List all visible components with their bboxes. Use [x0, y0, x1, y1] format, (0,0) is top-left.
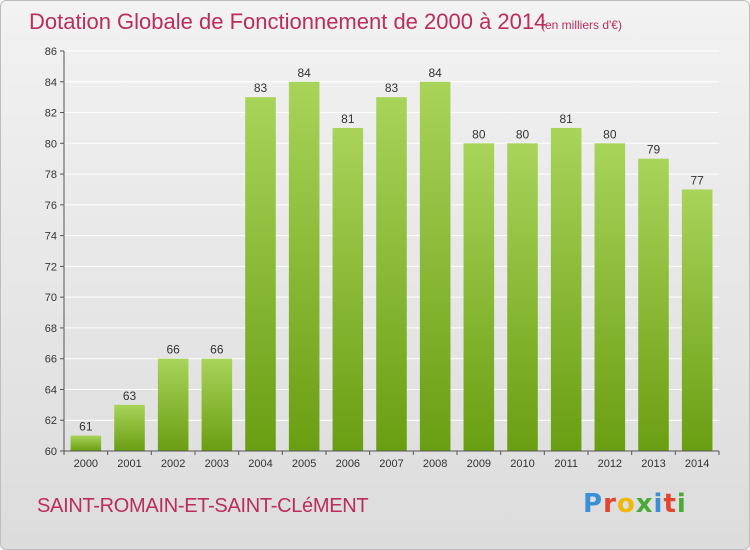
logo-letter: P — [583, 489, 604, 519]
bar — [245, 97, 276, 452]
bar — [550, 127, 582, 451]
bar — [332, 127, 364, 451]
x-tick-label: 2000 — [74, 458, 98, 470]
bar — [157, 358, 189, 451]
y-tick-label: 76 — [45, 200, 57, 212]
bar — [419, 81, 451, 452]
data-label: 77 — [690, 173, 704, 187]
logo-letter: r — [603, 489, 617, 519]
x-tick-label: 2002 — [161, 458, 185, 470]
bar — [114, 404, 145, 451]
x-tick-label: 2008 — [423, 458, 447, 470]
data-label: 84 — [428, 66, 442, 80]
bar — [463, 143, 495, 452]
x-tick-label: 2003 — [205, 458, 229, 470]
data-label: 63 — [123, 389, 137, 403]
y-tick-label: 82 — [45, 108, 57, 120]
x-tick-label: 2009 — [467, 458, 491, 470]
logo-letter: i — [676, 489, 687, 519]
x-tick-label: 2013 — [641, 458, 665, 470]
y-tick-label: 64 — [45, 384, 57, 396]
y-tick-label: 70 — [45, 292, 57, 304]
x-tick-label: 2006 — [336, 458, 360, 470]
logo-letter: i — [653, 489, 664, 519]
y-tick-label: 66 — [45, 354, 57, 366]
data-label: 83 — [254, 81, 268, 95]
bar — [288, 81, 320, 452]
data-label: 81 — [341, 112, 355, 126]
data-label: 84 — [297, 66, 311, 80]
bar — [376, 97, 407, 452]
y-tick-label: 60 — [45, 446, 57, 458]
x-tick-label: 2007 — [379, 458, 403, 470]
data-label: 80 — [603, 127, 617, 141]
bar — [594, 143, 626, 452]
y-tick-label: 80 — [45, 138, 57, 150]
data-label: 83 — [385, 81, 399, 95]
bar — [201, 358, 233, 451]
bar — [70, 435, 102, 451]
commune-name: SAINT-ROMAIN-ET-SAINT-CLéMENT — [37, 495, 369, 517]
logo-letter: o — [616, 489, 636, 519]
proxiti-logo: Proxiti — [583, 489, 687, 519]
chart-title: Dotation Globale de Fonctionnement de 20… — [29, 9, 547, 34]
y-tick-label: 62 — [45, 415, 57, 427]
x-tick-label: 2010 — [510, 458, 534, 470]
y-tick-label: 86 — [45, 46, 57, 58]
x-tick-label: 2012 — [598, 458, 622, 470]
x-tick-label: 2011 — [554, 458, 578, 470]
logo-letter: x — [635, 489, 654, 519]
bar — [681, 189, 713, 451]
x-tick-label: 2004 — [248, 458, 272, 470]
x-tick-label: 2005 — [292, 458, 316, 470]
data-label: 66 — [210, 343, 224, 357]
data-label: 79 — [647, 143, 661, 157]
y-tick-label: 74 — [45, 231, 57, 243]
chart-unit: (en milliers d'€) — [541, 18, 622, 32]
logo-letter: t — [663, 489, 677, 519]
data-label: 81 — [559, 112, 573, 126]
x-tick-label: 2014 — [685, 458, 709, 470]
bar — [507, 143, 538, 452]
data-label: 66 — [166, 343, 180, 357]
y-tick-label: 84 — [45, 77, 57, 89]
data-label: 61 — [79, 420, 93, 434]
bar — [638, 158, 669, 451]
data-label: 80 — [472, 127, 486, 141]
data-label: 80 — [516, 127, 530, 141]
x-tick-label: 2001 — [117, 458, 141, 470]
y-tick-label: 78 — [45, 169, 57, 181]
y-tick-label: 72 — [45, 261, 57, 273]
y-tick-label: 68 — [45, 323, 57, 335]
